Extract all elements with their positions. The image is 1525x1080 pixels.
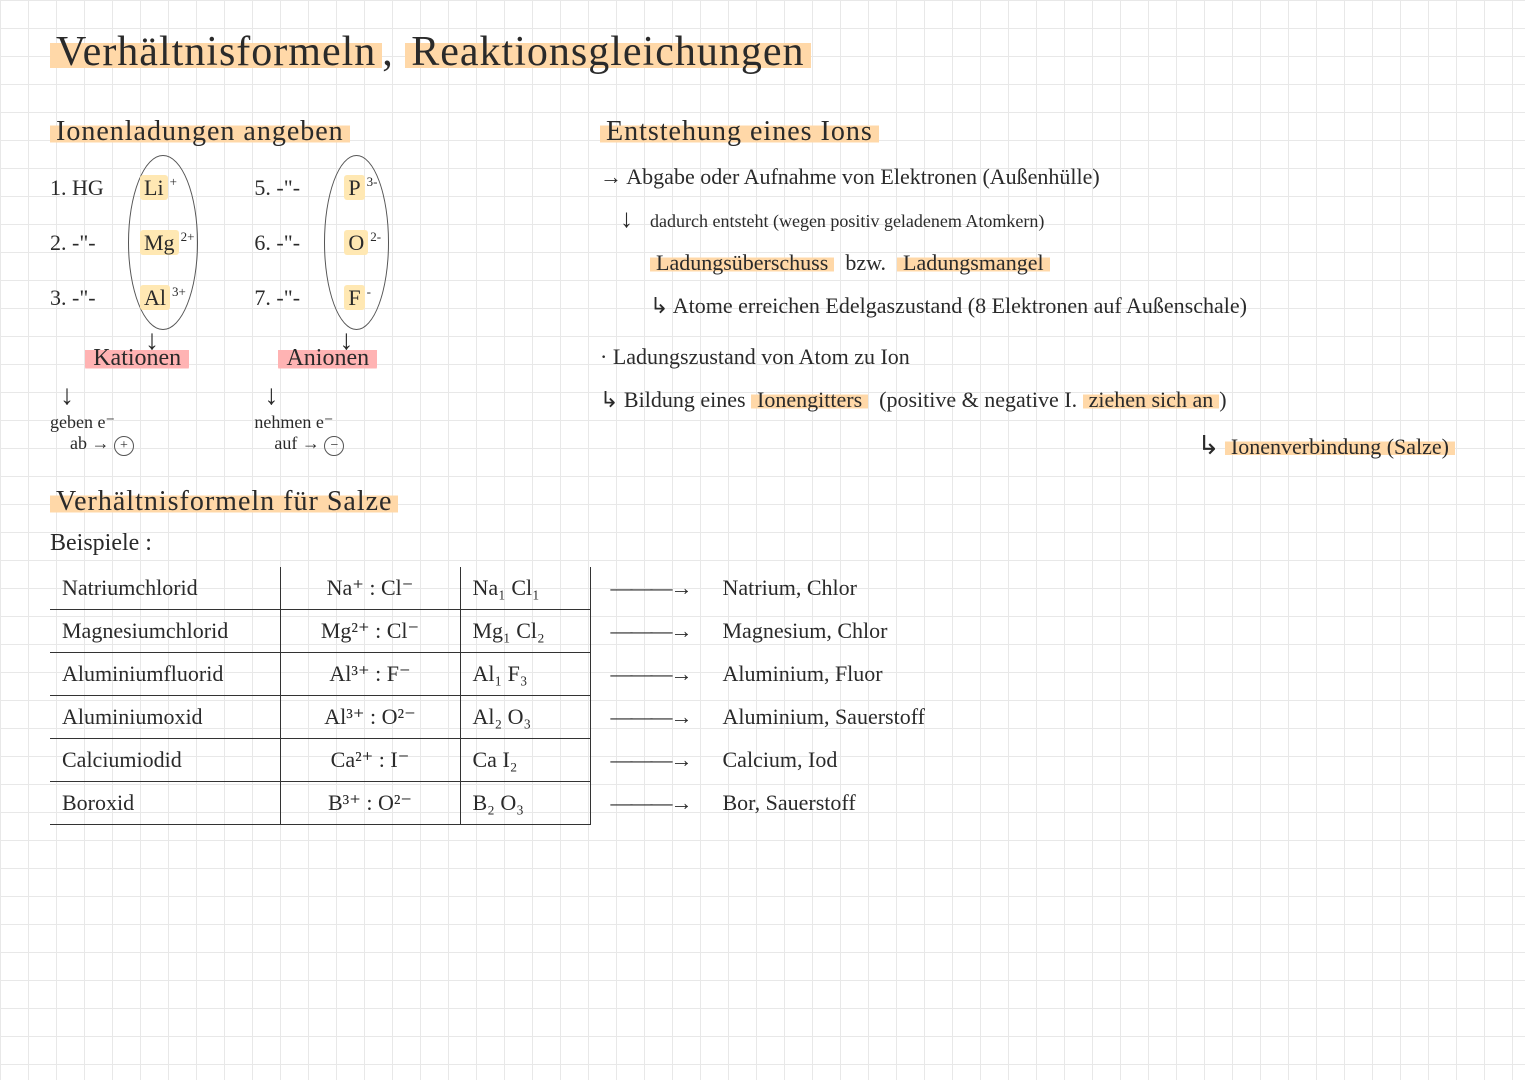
- salt-elements: Aluminium, Fluor: [703, 653, 937, 696]
- minus-circle-icon: −: [324, 436, 344, 456]
- paren-close: ): [1219, 387, 1226, 412]
- hook-arrow-icon: ↳: [1198, 431, 1220, 460]
- anion-column: 5. -"-P3- 6. -"-O2- 7. -"-F- ↓ Anionen ↓…: [254, 160, 381, 456]
- salt-name: Aluminiumoxid: [50, 696, 280, 739]
- ion-charge: 2+: [181, 229, 195, 244]
- line-dadurch: dadurch entsteht (wegen positiv geladene…: [650, 211, 1044, 231]
- salt-formula: Al₁ F₃: [460, 653, 590, 696]
- ion-charge: 3-: [367, 174, 378, 189]
- line-edelgas: ↳ Atome erreichen Edelgaszustand (8 Elek…: [600, 289, 1475, 322]
- ion-symbol: Al: [140, 285, 170, 310]
- ionengitter: Ionengitters: [751, 387, 868, 412]
- ion-charge: 2-: [370, 229, 381, 244]
- arrow-icon: ———→: [590, 782, 703, 825]
- salt-ions: Mg²⁺ : Cl⁻: [280, 610, 460, 653]
- salt-table: NatriumchloridNa⁺ : Cl⁻Na₁ Cl₁———→Natriu…: [50, 567, 937, 825]
- table-row: AluminiumfluoridAl³⁺ : F⁻Al₁ F₃———→Alumi…: [50, 653, 937, 696]
- examples-label: Beispiele :: [50, 530, 560, 557]
- heading-ion-formation: Entstehung eines Ions: [600, 116, 1475, 148]
- table-row: BoroxidB³⁺ : O²⁻B₂ O₃———→Bor, Sauerstoff: [50, 782, 937, 825]
- salt-name: Aluminiumfluorid: [50, 653, 280, 696]
- title-sep: ,: [382, 29, 405, 75]
- table-row: CalciumiodidCa²⁺ : I⁻Ca I₂———→Calcium, I…: [50, 739, 937, 782]
- ab-text: ab: [70, 433, 87, 453]
- salt-ions: B³⁺ : O²⁻: [280, 782, 460, 825]
- salt-name: Calciumiodid: [50, 739, 280, 782]
- salt-ions: Al³⁺ : O²⁻: [280, 696, 460, 739]
- heading-salze: Verhältnisformeln für Salze: [50, 486, 560, 518]
- line-bildung-a: ↳ Bildung eines: [600, 387, 746, 412]
- salt-formula: Ca I₂: [460, 739, 590, 782]
- ion-charge: 3+: [172, 284, 186, 299]
- table-row: AluminiumoxidAl³⁺ : O²⁻Al₂ O₃———→Alumini…: [50, 696, 937, 739]
- ion-charge: +: [170, 174, 177, 189]
- salt-elements: Calcium, Iod: [703, 739, 937, 782]
- ion-charge: -: [367, 284, 371, 299]
- salt-name: Magnesiumchlorid: [50, 610, 280, 653]
- line-bildung-c: (positive & negative I.: [879, 387, 1077, 412]
- row-label: 2. -"-: [50, 230, 140, 256]
- cation-column: 1. HGLi+ 2. -"-Mg2+ 3. -"-Al3+ ↓ Katione…: [50, 160, 194, 456]
- ion-symbol: P: [344, 175, 364, 200]
- salt-formula: B₂ O₃: [460, 782, 590, 825]
- arrow-icon: ———→: [590, 567, 703, 610]
- down-arrow-icon: ↓: [264, 380, 278, 411]
- table-row: NatriumchloridNa⁺ : Cl⁻Na₁ Cl₁———→Natriu…: [50, 567, 937, 610]
- ladungsmangel: Ladungsmangel: [897, 250, 1050, 275]
- plus-circle-icon: +: [114, 436, 134, 456]
- title-part-b: Reaktionsgleichungen: [405, 29, 810, 75]
- arrow-icon: ———→: [590, 653, 703, 696]
- arrow-icon: ———→: [590, 739, 703, 782]
- line-ladungszustand: · Ladungszustand von Atom zu Ion: [600, 340, 1475, 373]
- salt-name: Natriumchlorid: [50, 567, 280, 610]
- auf-text: auf: [274, 433, 297, 453]
- ionenverbindung: Ionenverbindung (Salze): [1225, 434, 1455, 459]
- ion-symbol: Mg: [140, 230, 179, 255]
- salt-formula: Mg₁ Cl₂: [460, 610, 590, 653]
- salt-elements: Bor, Sauerstoff: [703, 782, 937, 825]
- ion-symbol: O: [344, 230, 368, 255]
- ziehen-sich-an: ziehen sich an: [1083, 387, 1220, 412]
- give-electrons-text: geben e⁻: [50, 412, 115, 432]
- salt-ions: Al³⁺ : F⁻: [280, 653, 460, 696]
- take-electrons-text: nehmen e⁻: [254, 412, 333, 432]
- salt-ions: Ca²⁺ : I⁻: [280, 739, 460, 782]
- bzw-text: bzw.: [845, 250, 886, 275]
- ion-symbol: F: [344, 285, 364, 310]
- salt-elements: Natrium, Chlor: [703, 567, 937, 610]
- heading-ion-charges: Ionenladungen angeben: [50, 116, 560, 148]
- ion-symbol: Li: [140, 175, 168, 200]
- ladungsueberschuss: Ladungsüberschuss: [650, 250, 834, 275]
- row-label: 1. HG: [50, 175, 140, 201]
- title-part-a: Verhältnisformeln: [50, 29, 382, 75]
- arrow-icon: ———→: [590, 610, 703, 653]
- anion-label: Anionen: [278, 345, 377, 371]
- salt-name: Boroxid: [50, 782, 280, 825]
- salt-formula: Al₂ O₃: [460, 696, 590, 739]
- arrow-icon: ———→: [590, 696, 703, 739]
- down-arrow-icon: ↓: [60, 380, 74, 411]
- salt-ions: Na⁺ : Cl⁻: [280, 567, 460, 610]
- salt-elements: Aluminium, Sauerstoff: [703, 696, 937, 739]
- cation-label: Kationen: [85, 345, 189, 371]
- page-title: Verhältnisformeln, Reaktionsgleichungen: [50, 28, 1475, 76]
- line-abgabe: → Abgabe oder Aufnahme von Elektronen (A…: [600, 160, 1475, 193]
- row-label: 3. -"-: [50, 285, 140, 311]
- salt-formula: Na₁ Cl₁: [460, 567, 590, 610]
- down-arrow-icon: ↓: [620, 199, 633, 238]
- salt-elements: Magnesium, Chlor: [703, 610, 937, 653]
- table-row: MagnesiumchloridMg²⁺ : Cl⁻Mg₁ Cl₂———→Mag…: [50, 610, 937, 653]
